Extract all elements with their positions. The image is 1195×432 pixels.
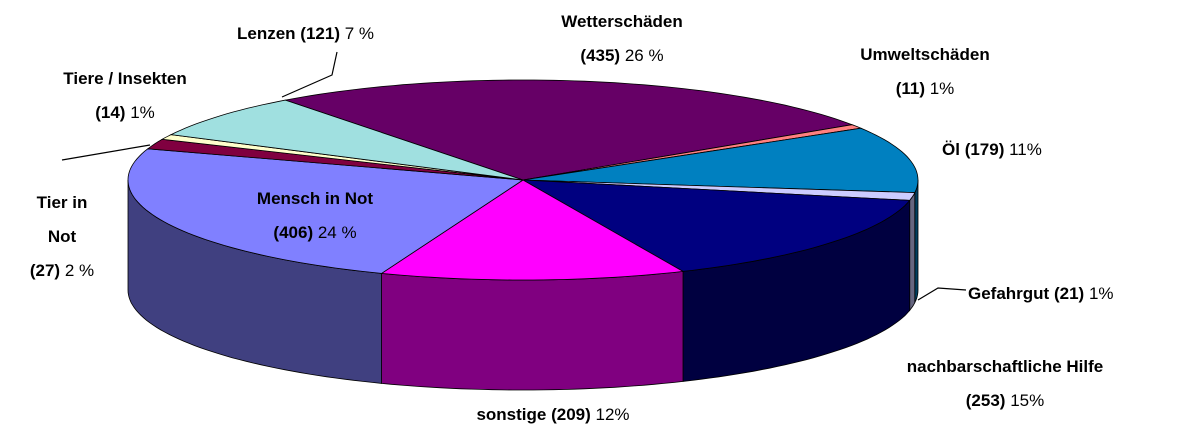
pie-slice <box>380 179 685 281</box>
category-name: nachbarschaftliche Hilfe <box>906 357 1104 376</box>
category-name: Lenzen <box>237 24 296 43</box>
percent-label: 11% <box>1009 140 1042 159</box>
percent-label: 1% <box>1088 284 1114 303</box>
category-name: Wetterschäden <box>561 12 683 31</box>
category-name: Öl <box>942 140 960 159</box>
leader-line <box>281 51 338 98</box>
slice-label: sonstige (209) 12% <box>476 398 629 432</box>
slice-label: Öl (179) 11% <box>942 133 1042 167</box>
slice-label: Wetterschäden (435) 26 % <box>561 5 683 73</box>
pie-slice <box>285 79 854 181</box>
category-name: sonstige <box>476 405 547 424</box>
category-name: Gefahrgut <box>968 284 1050 303</box>
slice-label: Lenzen (121) 7 % <box>237 17 374 51</box>
category-name: Tiere / Insekten <box>63 69 187 88</box>
count-label: (435) <box>580 46 621 65</box>
percent-label: 1% <box>130 103 155 122</box>
percent-label: 2 % <box>64 261 95 280</box>
count-label: (14) <box>95 103 126 122</box>
percent-label: 12% <box>595 405 630 424</box>
slice-label: Mensch in Not (406) 24 % <box>257 182 373 250</box>
category-name: Mensch in Not <box>256 189 374 208</box>
leader-line <box>917 287 967 301</box>
count-label: (253) <box>965 391 1006 410</box>
percent-label: 1% <box>929 79 955 98</box>
count-label: (209) <box>551 405 591 424</box>
count-label: (21) <box>1053 284 1085 303</box>
pie-side <box>381 270 684 391</box>
slice-label: nachbarschaftliche Hilfe (253) 15% <box>907 350 1104 418</box>
slice-label: Umweltschäden (11) 1% <box>860 38 989 106</box>
category-name: Tier in Not <box>36 193 88 246</box>
pie-side <box>914 179 919 303</box>
count-label: (406) <box>273 223 314 242</box>
slice-label: Gefahrgut (21) 1% <box>968 277 1114 311</box>
pie-side <box>909 192 916 312</box>
pie-slice <box>169 99 524 181</box>
count-label: (179) <box>964 140 1005 159</box>
category-name: Umweltschäden <box>860 45 990 64</box>
count-label: (11) <box>895 79 925 98</box>
slice-label: Tier in Not (27) 2 % <box>27 186 97 288</box>
percent-label: 26 % <box>624 46 664 65</box>
count-label: (121) <box>300 24 340 43</box>
percent-label: 24 % <box>317 223 357 242</box>
leader-line <box>61 144 151 161</box>
pie-slice <box>127 148 525 274</box>
percent-label: 15% <box>1010 391 1045 410</box>
pie-slice <box>522 127 919 194</box>
pie-slice <box>522 179 911 272</box>
count-label: (27) <box>29 261 61 280</box>
slice-label: Tiere / Insekten (14) 1% <box>63 62 186 130</box>
percent-label: 7 % <box>344 24 375 43</box>
